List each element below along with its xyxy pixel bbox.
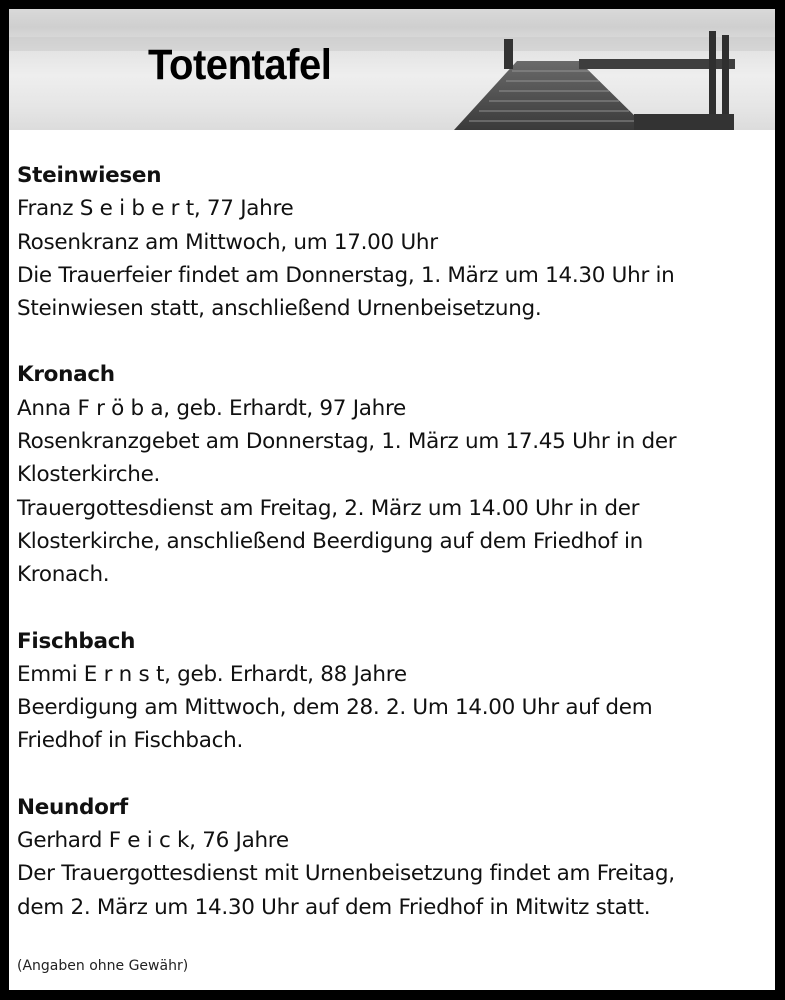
place-heading: Fischbach <box>17 628 136 654</box>
service-detail: Rosenkranzgebet am Donnerstag, 1. März u… <box>17 429 677 455</box>
obituary-entry: Steinwiesen Franz S e i b e r t, 77 Jahre… <box>17 159 767 325</box>
obituary-entry: Fischbach Emmi E r n s t, geb. Erhardt, 8… <box>17 625 767 758</box>
service-detail: Friedhof in Fischbach. <box>17 728 244 754</box>
disclaimer: (Angaben ohne Gewähr) <box>17 958 189 974</box>
obituary-panel: Totentafel Steinwiesen Franz S e i b e r … <box>9 9 775 990</box>
obituary-entry: Kronach Anna F r ö b a, geb. Erhardt, 97 … <box>17 358 767 591</box>
place-heading: Neundorf <box>17 794 128 820</box>
obituary-entry: Neundorf Gerhard F e i c k, 76 Jahre Der T… <box>17 791 767 924</box>
service-detail: Kronach. <box>17 562 110 588</box>
pier-image <box>9 31 775 130</box>
page-title: Totentafel <box>148 41 332 89</box>
service-detail: Klosterkirche. <box>17 462 161 488</box>
service-detail: Der Trauergottesdienst mit Urnenbeisetzu… <box>17 861 675 887</box>
service-detail: Rosenkranz am Mittwoch, um 17.00 Uhr <box>17 229 438 255</box>
service-detail: Steinwiesen statt, anschließend Urnenbei… <box>17 296 542 322</box>
service-detail: Trauergottesdienst am Freitag, 2. März u… <box>17 495 640 521</box>
place-heading: Kronach <box>17 362 115 388</box>
service-detail: Die Trauerfeier findet am Donnerstag, 1.… <box>17 262 675 288</box>
service-detail: Klosterkirche, anschließend Beerdigung a… <box>17 528 643 554</box>
deceased-name: Anna F r ö b a, geb. Erhardt, 97 Jahre <box>17 395 406 421</box>
deceased-name: Gerhard F e i c k, 76 Jahre <box>17 828 289 854</box>
deceased-name: Emmi E r n s t, geb. Erhardt, 88 Jahre <box>17 661 407 687</box>
service-detail: dem 2. März um 14.30 Uhr auf dem Friedho… <box>17 894 651 920</box>
obituary-list: Steinwiesen Franz S e i b e r t, 77 Jahre… <box>17 159 767 957</box>
header-banner: Totentafel <box>9 9 775 130</box>
place-heading: Steinwiesen <box>17 163 162 188</box>
service-detail: Beerdigung am Mittwoch, dem 28. 2. Um 14… <box>17 695 653 721</box>
deceased-name: Franz S e i b e r t, 77 Jahre <box>17 196 294 222</box>
